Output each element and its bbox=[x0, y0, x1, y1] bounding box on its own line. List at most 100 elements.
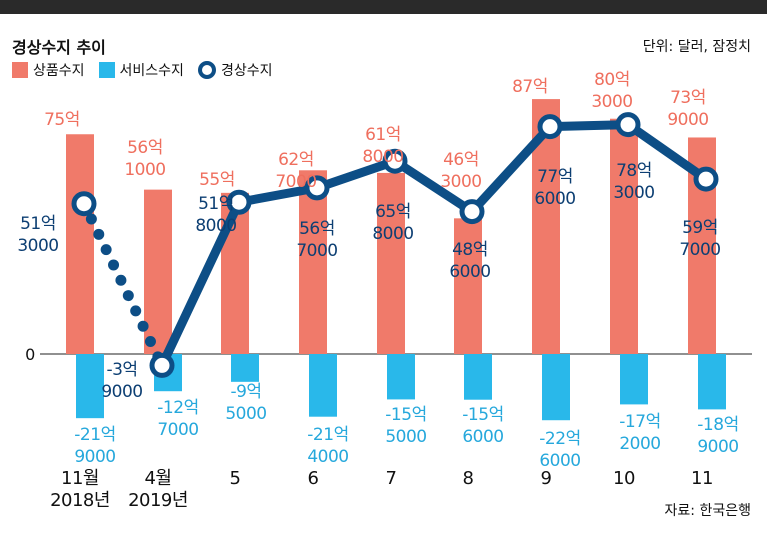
label-current-8-line-0: 59억 bbox=[682, 218, 718, 238]
current-segment-2 bbox=[234, 183, 322, 207]
label-goods-7-line-1: 3000 bbox=[591, 92, 632, 112]
label-services-5-line-0: -15억 bbox=[462, 405, 503, 425]
bar-services-8 bbox=[698, 354, 726, 410]
label-current-4-line-1: 8000 bbox=[372, 224, 413, 244]
current-segment-3 bbox=[312, 156, 400, 193]
current-marker-2 bbox=[226, 189, 252, 215]
current-segment-7 bbox=[623, 120, 711, 184]
label-services-7-line-0: -17억 bbox=[619, 412, 660, 432]
x-tick-5-line-0: 8 bbox=[463, 468, 474, 489]
label-services-3-line-0: -21억 bbox=[307, 425, 348, 445]
legend-swatch-services bbox=[98, 62, 115, 78]
current-marker-5 bbox=[459, 199, 485, 225]
label-services-1-line-1: 7000 bbox=[157, 420, 198, 440]
label-goods-6-line-0: 87억 bbox=[512, 77, 548, 97]
label-current-0-line-1: 3000 bbox=[17, 236, 58, 256]
x-tick-8-line-0: 11 bbox=[691, 468, 713, 489]
bar-goods-3 bbox=[299, 170, 327, 354]
label-services-0-line-1: 9000 bbox=[74, 447, 115, 467]
legend-item-current: 경상수지 bbox=[197, 60, 273, 80]
legend: 상품수지 서비스수지 경상수지 bbox=[12, 60, 286, 80]
label-current-1-line-0: -3억 bbox=[106, 360, 137, 380]
label-goods-1-line-0: 56억 bbox=[127, 138, 163, 158]
label-services-8-line-1: 9000 bbox=[697, 437, 738, 457]
x-tick-0-line-1: 2018년 bbox=[50, 490, 110, 511]
current-marker-0 bbox=[71, 191, 97, 217]
bar-services-0 bbox=[76, 354, 104, 419]
bar-goods-7 bbox=[610, 118, 638, 354]
label-goods-8-line-1: 9000 bbox=[667, 110, 708, 130]
current-marker-4 bbox=[382, 148, 408, 174]
label-goods-3-line-1: 7000 bbox=[275, 172, 316, 192]
x-tick-1-line-1: 2019년 bbox=[128, 490, 188, 511]
label-services-6-line-1: 6000 bbox=[539, 451, 580, 471]
label-current-6-line-1: 6000 bbox=[534, 189, 575, 209]
label-services-8-line-0: -18억 bbox=[697, 415, 738, 435]
legend-item-services: 서비스수지 bbox=[98, 60, 184, 80]
x-tick-2-line-0: 5 bbox=[230, 468, 241, 489]
legend-label-services: 서비스수지 bbox=[119, 63, 184, 79]
label-goods-2-line-0: 55억 bbox=[199, 170, 235, 190]
current-marker-8 bbox=[693, 166, 719, 192]
current-segment-5 bbox=[467, 122, 555, 217]
label-goods-0-line-0: 75억 bbox=[44, 110, 80, 130]
bar-services-3 bbox=[309, 354, 337, 417]
legend-marker-current bbox=[197, 61, 216, 79]
unit-note: 단위: 달러, 잠정치 bbox=[642, 39, 751, 55]
label-current-3-line-0: 56억 bbox=[299, 219, 335, 239]
label-services-4-line-0: -15억 bbox=[385, 405, 426, 425]
x-tick-6-line-0: 9 bbox=[541, 468, 552, 489]
bar-goods-0 bbox=[66, 134, 94, 354]
label-current-8-line-1: 7000 bbox=[679, 240, 720, 260]
label-current-5-line-0: 48억 bbox=[452, 240, 488, 260]
x-tick-0-line-0: 11월 bbox=[61, 468, 99, 489]
x-tick-1-line-0: 4월 bbox=[144, 468, 171, 489]
label-services-5-line-1: 6000 bbox=[462, 427, 503, 447]
x-tick-7-line-0: 10 bbox=[613, 468, 635, 489]
label-current-2-line-1: 8000 bbox=[195, 216, 236, 236]
current-segment-4 bbox=[390, 156, 477, 217]
top-bar bbox=[0, 0, 767, 14]
label-current-6-line-0: 77억 bbox=[537, 167, 573, 187]
bar-goods-5 bbox=[454, 218, 482, 354]
bar-services-7 bbox=[620, 354, 648, 405]
label-current-2-line-0: 51억 bbox=[198, 194, 234, 214]
bar-goods-4 bbox=[377, 172, 405, 354]
label-goods-7-line-0: 80억 bbox=[594, 70, 630, 90]
chart-title: 경상수지 추이 bbox=[12, 38, 106, 57]
bar-services-2 bbox=[231, 354, 259, 382]
label-current-0-line-0: 51억 bbox=[20, 214, 56, 234]
legend-label-current: 경상수지 bbox=[220, 63, 273, 79]
current-segment-1 bbox=[157, 197, 244, 370]
label-goods-5-line-1: 3000 bbox=[440, 172, 481, 192]
zero-tick-label: 0 bbox=[25, 345, 35, 364]
label-current-7-line-0: 78억 bbox=[616, 161, 652, 181]
label-services-2-line-1: 5000 bbox=[225, 404, 266, 424]
current-segment-6 bbox=[545, 120, 633, 132]
bar-services-5 bbox=[464, 354, 492, 400]
current-marker-1 bbox=[149, 352, 175, 378]
label-goods-5-line-0: 46억 bbox=[443, 150, 479, 170]
legend-item-goods: 상품수지 bbox=[12, 60, 85, 80]
label-current-4-line-0: 65억 bbox=[375, 202, 411, 222]
label-goods-8-line-0: 73억 bbox=[670, 88, 706, 108]
x-tick-3-line-0: 6 bbox=[308, 468, 319, 489]
legend-label-goods: 상품수지 bbox=[33, 63, 85, 79]
label-services-4-line-1: 5000 bbox=[385, 427, 426, 447]
label-services-0-line-0: -21억 bbox=[74, 425, 115, 445]
label-goods-4-line-0: 61억 bbox=[365, 125, 401, 145]
current-marker-3 bbox=[304, 175, 330, 201]
label-goods-3-line-0: 62억 bbox=[278, 150, 314, 170]
label-services-7-line-1: 2000 bbox=[619, 434, 660, 454]
current-marker-7 bbox=[615, 112, 641, 138]
x-tick-4-line-0: 7 bbox=[386, 468, 397, 489]
label-services-3-line-1: 4000 bbox=[307, 447, 348, 467]
current-marker-6 bbox=[537, 114, 563, 140]
label-current-7-line-1: 3000 bbox=[613, 183, 654, 203]
label-services-6-line-0: -22억 bbox=[539, 429, 580, 449]
bar-services-6 bbox=[542, 354, 570, 421]
label-goods-4-line-1: 8000 bbox=[362, 147, 403, 167]
label-current-5-line-1: 6000 bbox=[449, 262, 490, 282]
label-current-1-line-1: 9000 bbox=[101, 382, 142, 402]
